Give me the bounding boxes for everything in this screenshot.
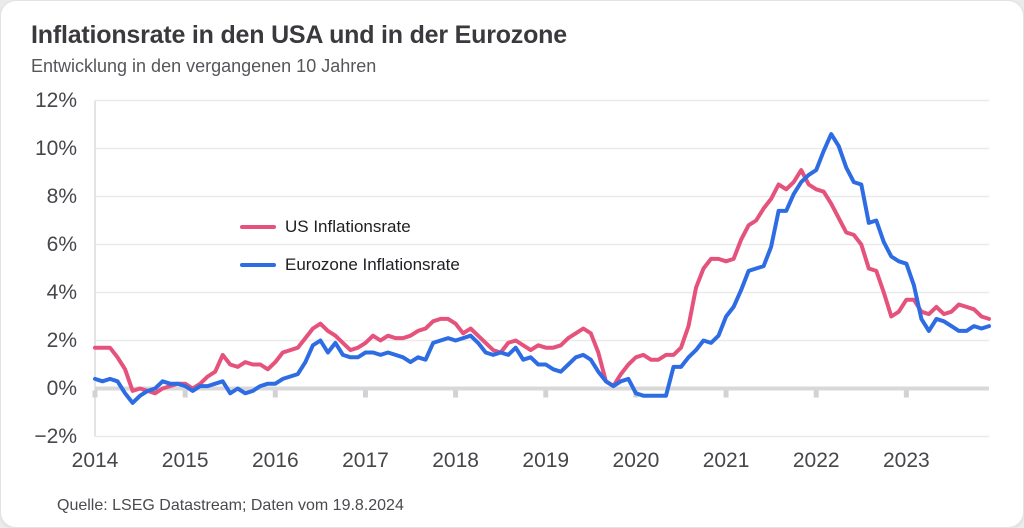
x-axis-label: 2020 <box>612 449 660 472</box>
legend-item-eurozone: Eurozone Inflationsrate <box>240 252 460 278</box>
us-inflation-line <box>93 168 991 396</box>
y-axis-label: 4% <box>46 280 77 304</box>
x-axis-label: 2022 <box>792 449 840 472</box>
y-axis-label: 12% <box>34 88 77 112</box>
chart-subtitle: Entwicklung in den vergangenen 10 Jahren <box>31 56 377 76</box>
y-axis-label: 2% <box>46 328 77 352</box>
x-axis-label: 2017 <box>342 449 389 472</box>
y-axis-label: 0% <box>46 376 77 400</box>
us-line-swatch <box>240 224 276 230</box>
chart-title: Inflationsrate in den USA und in der Eur… <box>31 21 567 49</box>
y-axis-label: −2% <box>34 424 77 448</box>
x-axis-label: 2019 <box>522 449 570 472</box>
x-axis-label: 2016 <box>251 449 299 472</box>
source-note: Quelle: LSEG Datastream; Daten vom 19.8.… <box>57 497 404 514</box>
legend-item-us: US Inflationsrate <box>240 214 460 240</box>
x-axis-label: 2021 <box>702 449 750 472</box>
y-axis-label: 6% <box>46 232 77 256</box>
x-axis-label: 2023 <box>883 449 930 472</box>
eurozone-inflation-line <box>93 132 991 405</box>
legend: US Inflationsrate Eurozone Inflationsrat… <box>240 214 460 278</box>
x-axis-label: 2014 <box>71 449 119 472</box>
eurozone-line-swatch <box>240 262 276 268</box>
legend-label-eurozone: Eurozone Inflationsrate <box>285 255 460 274</box>
y-axis-label: 8% <box>46 184 77 208</box>
y-axis-label: 10% <box>34 136 77 160</box>
x-axis-label: 2018 <box>432 449 479 472</box>
legend-label-us: US Inflationsrate <box>285 217 411 236</box>
x-axis-label: 2015 <box>161 449 209 472</box>
